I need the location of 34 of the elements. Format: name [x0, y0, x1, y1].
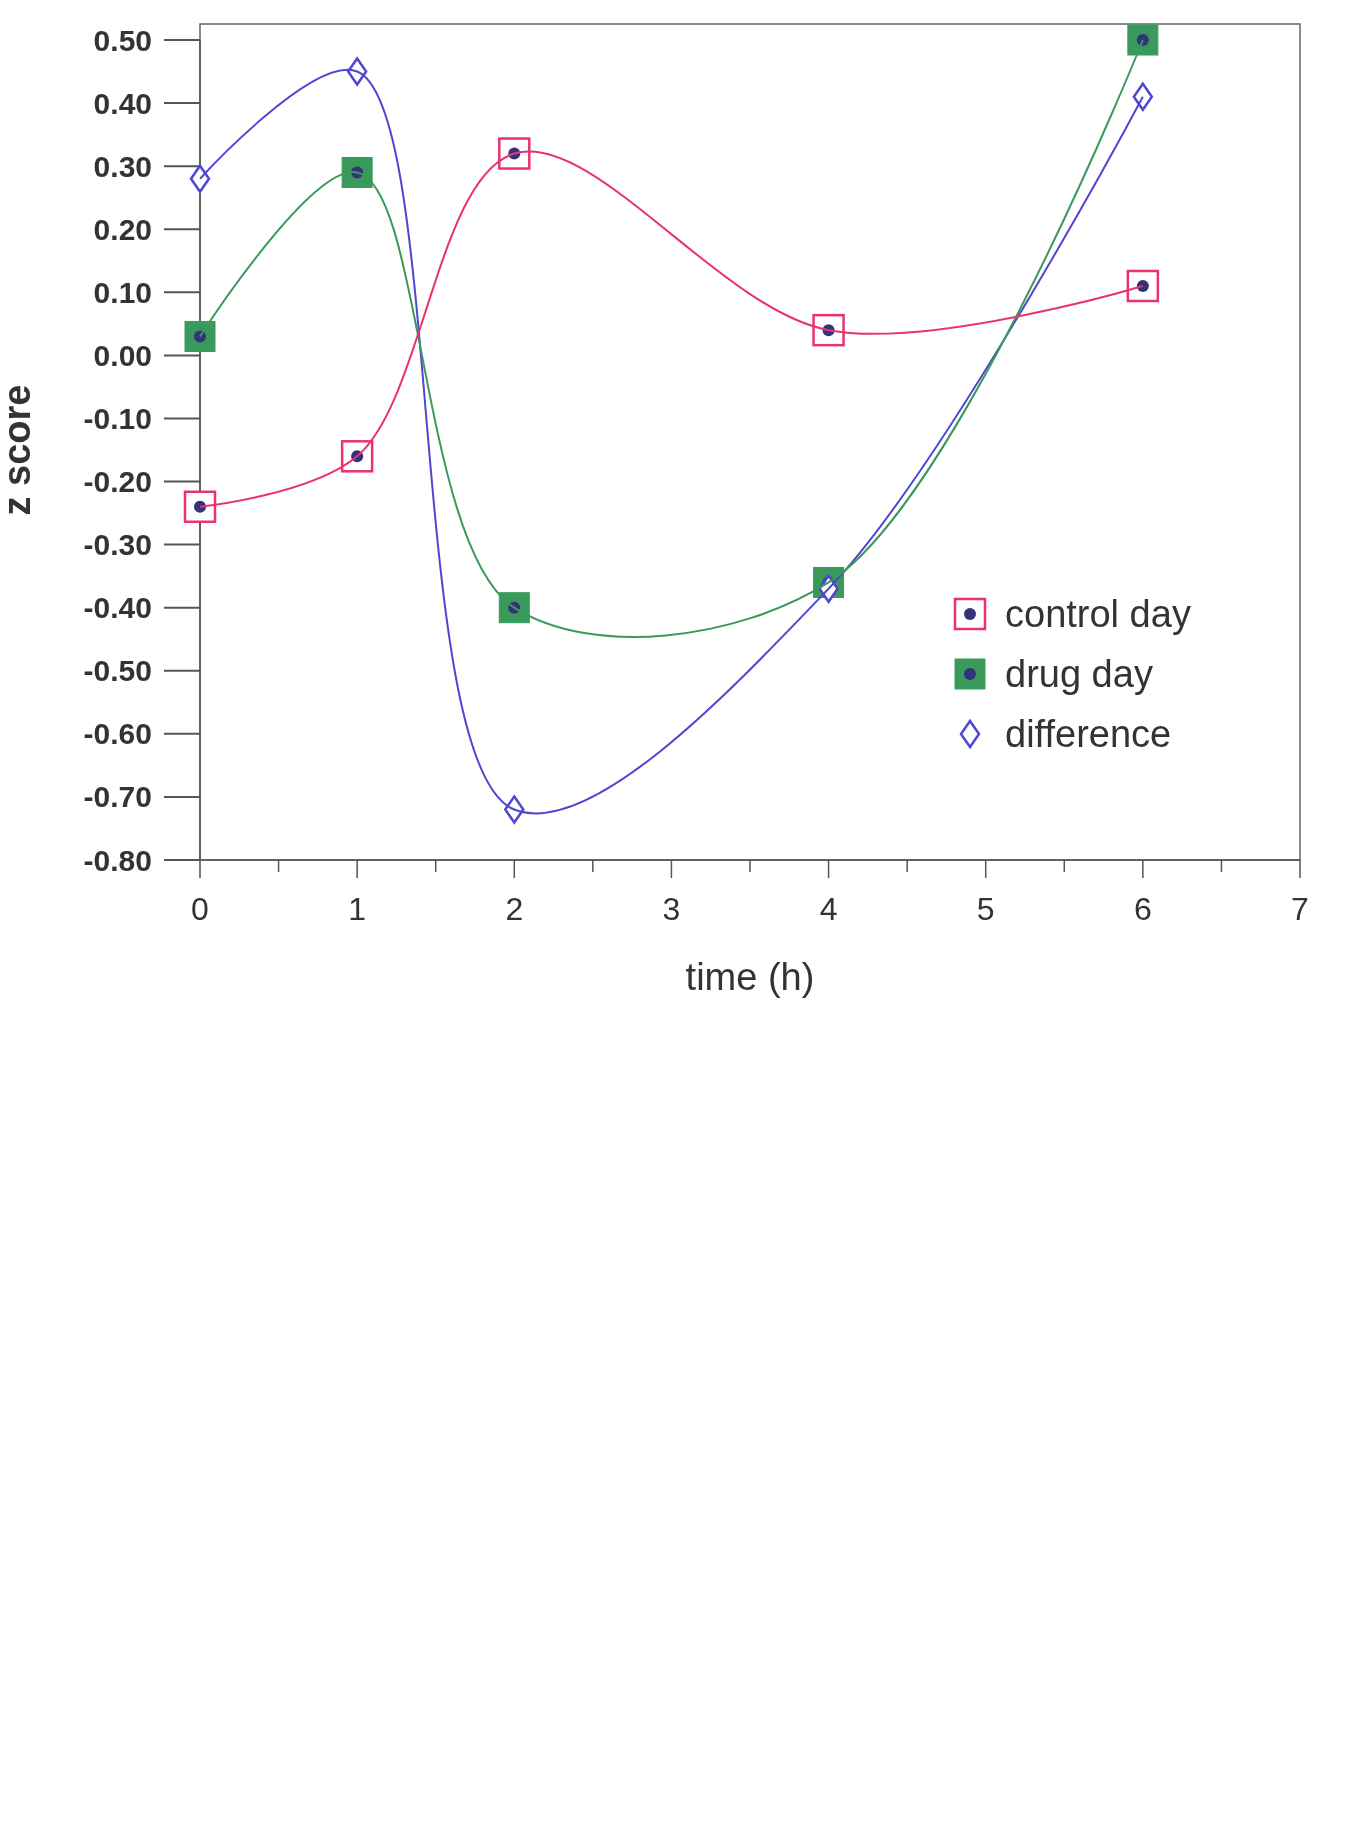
- y-tick-label: -0.70: [83, 780, 152, 814]
- y-tick-label: -0.40: [83, 591, 152, 625]
- y-tick-label: -0.30: [83, 528, 152, 562]
- x-tick-label: 4: [819, 891, 838, 927]
- point: [1127, 24, 1159, 56]
- point: [183, 490, 217, 524]
- point: [1132, 82, 1154, 112]
- y-tick-label: 0.00: [93, 338, 152, 372]
- y-tick-label: -0.20: [83, 465, 152, 499]
- x-tick-label: 6: [1133, 891, 1152, 927]
- x-tick-label: 3: [662, 891, 681, 927]
- y-tick-label: 0.30: [93, 149, 152, 183]
- point: [341, 156, 373, 188]
- legend-label: drug day: [1005, 653, 1153, 696]
- point: [189, 164, 211, 194]
- point: [1126, 269, 1160, 303]
- y-axis-title: z score: [0, 384, 38, 516]
- x-axis-title: time (h): [685, 956, 815, 998]
- x-tick-label: 2: [505, 891, 524, 927]
- y-tick-label: -0.50: [83, 654, 152, 688]
- y-tick-label: 0.40: [93, 86, 152, 120]
- x-tick-label: 1: [348, 891, 367, 927]
- y-tick-label: 0.20: [93, 212, 152, 246]
- legend-label: control day: [1005, 593, 1191, 636]
- x-tick-label: 7: [1291, 891, 1309, 927]
- x-tick-label: 0: [191, 891, 209, 927]
- y-tick-label: 0.50: [93, 23, 152, 57]
- y-tick-label: -0.10: [83, 401, 152, 435]
- y-tick-label: -0.60: [83, 717, 152, 751]
- y-tick-label: 0.10: [93, 275, 152, 309]
- legend-label: difference: [1005, 713, 1172, 756]
- y-tick-label: -0.80: [83, 843, 152, 877]
- x-tick-label: 5: [976, 891, 995, 927]
- point: [184, 320, 216, 352]
